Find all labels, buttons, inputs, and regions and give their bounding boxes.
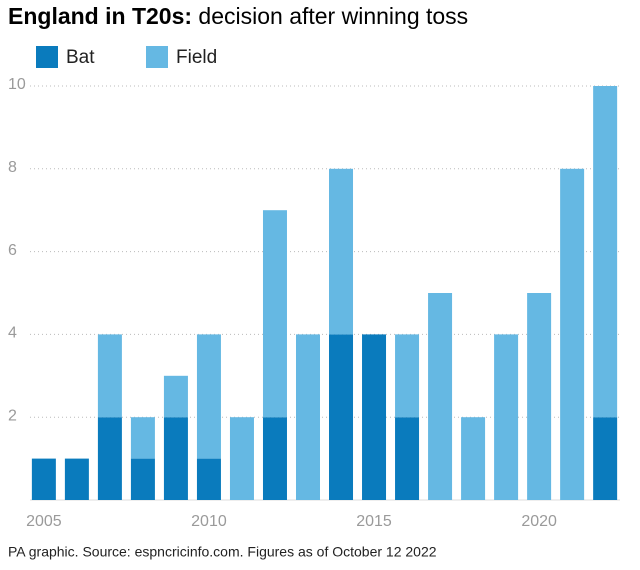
bar-segment [428, 293, 453, 500]
title-lead: England in T20s: [8, 3, 192, 29]
bar-segment [395, 334, 420, 418]
bar-segment [329, 168, 354, 335]
y-tick-label: 6 [8, 242, 17, 259]
bar-segment [229, 417, 254, 500]
bar-segment [31, 458, 56, 500]
legend-label: Bat [66, 47, 95, 68]
bar-segment [262, 417, 287, 500]
bar-segment [593, 86, 618, 418]
bar-segment [560, 168, 585, 501]
bar-segment [196, 458, 221, 500]
bar-segment [329, 334, 354, 500]
bar-segment [494, 334, 519, 500]
x-tick-label: 2010 [191, 513, 227, 530]
legend-swatch [36, 46, 58, 68]
bar-segment [64, 458, 89, 500]
y-tick-label: 4 [8, 325, 17, 342]
bar-segment [196, 334, 221, 459]
y-tick-label: 10 [8, 76, 26, 93]
y-tick-label: 2 [8, 407, 17, 424]
bar-segment [362, 334, 387, 500]
bar-segment [97, 334, 122, 418]
bar-segment [262, 210, 287, 418]
bar-segment [163, 417, 188, 500]
x-tick-label: 2015 [356, 513, 392, 530]
chart-title: England in T20s: decision after winning … [8, 3, 468, 29]
title-rest: decision after winning toss [198, 3, 468, 29]
bar-segment [461, 417, 486, 500]
bar-segment [130, 458, 155, 500]
y-tick-label: 8 [8, 159, 17, 176]
bar-segment [163, 375, 188, 418]
bar-segment [593, 417, 618, 500]
bar-segment [97, 417, 122, 500]
bar-segment [130, 417, 155, 459]
bar-segment [295, 334, 320, 500]
x-tick-label: 2020 [521, 513, 557, 530]
legend-swatch [146, 46, 168, 68]
source-note: PA graphic. Source: espncricinfo.com. Fi… [8, 544, 437, 560]
legend-label: Field [176, 47, 217, 68]
bar-segment [395, 417, 420, 500]
x-tick-label: 2005 [26, 513, 62, 530]
bar-segment [527, 293, 552, 500]
